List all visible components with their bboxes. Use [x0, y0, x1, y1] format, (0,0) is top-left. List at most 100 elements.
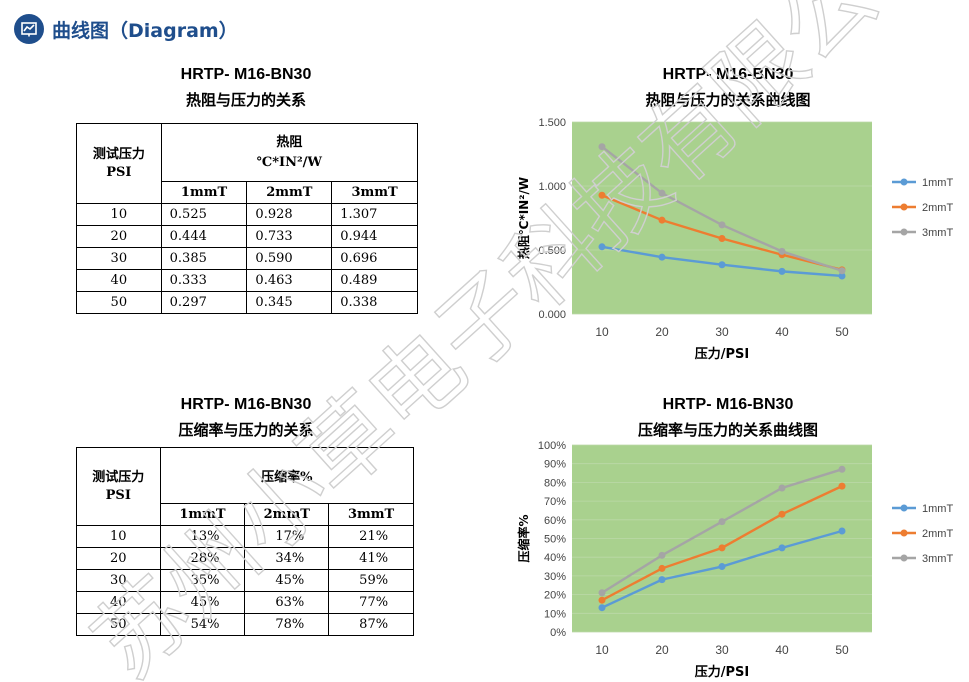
legend-label: 1mmT — [922, 177, 953, 189]
value-cell: 0.696 — [331, 247, 418, 270]
y-tick-label: 60% — [544, 515, 566, 527]
value-cell: 0.590 — [246, 247, 333, 270]
compression-rate-table: 测试压力 PSI 压缩率% 1mmT 2mmT 3mmT 10 13% 17% 21%… — [76, 447, 415, 636]
table2-subtitle: 压缩率与压力的关系 — [178, 421, 314, 439]
table-row: 50 0.297 0.345 0.338 — [76, 291, 418, 314]
value-cell: 13% — [159, 525, 246, 548]
x-axis-label: 压力/PSI — [695, 346, 749, 362]
table1-col-header: 2mmT — [246, 181, 333, 204]
y-tick-label: 90% — [544, 459, 566, 471]
y-tick-label: 0.500 — [538, 245, 566, 257]
pressure-cell: 10 — [76, 203, 162, 226]
value-cell: 54% — [159, 613, 246, 636]
y-tick-label: 70% — [544, 496, 566, 508]
table2-col-header: 3mmT — [328, 503, 414, 526]
chart2-title: HRTP- M16-BN30 — [662, 396, 794, 413]
x-tick-label: 30 — [715, 325, 729, 339]
data-point — [838, 482, 846, 490]
value-cell: 77% — [328, 591, 414, 614]
compression-rate-chart: 0% 10% 20% 30% 40% 50% 60% 70% 80% 90% 100% 10 20 30 4… — [516, 440, 953, 680]
data-point — [718, 221, 726, 229]
y-axis-label: 压缩率% — [516, 514, 531, 562]
table1-corner-header: 测试压力 PSI — [76, 123, 162, 204]
data-point — [658, 576, 666, 584]
section-title: 曲线图（Diagram） — [52, 19, 238, 42]
pressure-cell: 50 — [76, 291, 162, 314]
table2-heading: HRTP- M16-BN30 压缩率与压力的关系 — [66, 396, 426, 440]
x-tick-label: 40 — [775, 643, 789, 657]
table2-col-header: 1mmT — [159, 503, 246, 526]
data-point — [598, 589, 606, 597]
value-cell: 28% — [159, 547, 246, 570]
chart1-heading: HRTP- M16-BN30 热阻与压力的关系曲线图 — [548, 66, 908, 110]
data-point — [598, 604, 606, 612]
value-cell: 0.333 — [160, 269, 248, 292]
data-point — [658, 189, 666, 197]
table-row: 50 54% 78% 87% — [76, 613, 414, 636]
table-row: 20 0.444 0.733 0.944 — [76, 225, 418, 248]
table2-corner-header: 测试压力 PSI — [76, 447, 161, 526]
chart1-title: HRTP- M16-BN30 — [662, 66, 794, 83]
y-tick-label: 0.000 — [538, 309, 566, 321]
data-point — [658, 551, 666, 559]
table2-group-header: 压缩率% — [159, 447, 415, 504]
value-cell: 0.297 — [160, 291, 248, 314]
y-tick-label: 40% — [544, 552, 566, 564]
x-tick-label: 10 — [595, 643, 609, 657]
legend-marker — [900, 504, 908, 512]
data-point — [718, 261, 726, 269]
thermal-resistance-table: 测试压力 PSI 热阻 ℃*IN²/W 1mmT 2mmT 3mmT 10 0.5… — [76, 123, 419, 314]
table2-group-text: 压缩率% — [261, 470, 313, 485]
table1-group-header: 热阻 ℃*IN²/W — [160, 123, 419, 182]
x-tick-label: 50 — [835, 325, 849, 339]
table-row: 40 45% 63% 77% — [76, 591, 414, 614]
value-cell: 0.385 — [160, 247, 248, 270]
pressure-cell: 40 — [76, 591, 161, 614]
data-point — [778, 484, 786, 492]
pressure-cell: 10 — [76, 525, 161, 548]
data-point — [778, 544, 786, 552]
value-cell: 0.489 — [331, 269, 418, 292]
y-tick-label: 20% — [544, 590, 566, 602]
value-cell: 34% — [244, 547, 330, 570]
value-cell: 63% — [244, 591, 330, 614]
y-tick-label: 50% — [544, 534, 566, 546]
table-row: 20 28% 34% 41% — [76, 547, 414, 570]
value-cell: 0.345 — [246, 291, 333, 314]
table-row: 10 13% 17% 21% — [76, 525, 414, 548]
chart2-subtitle: 压缩率与压力的关系曲线图 — [637, 421, 818, 439]
pressure-cell: 30 — [76, 247, 162, 270]
legend-marker — [900, 554, 908, 562]
table1-title: HRTP- M16-BN30 — [180, 66, 312, 83]
table1-group-text: 热阻 ℃*IN²/W — [256, 134, 323, 170]
legend-marker — [900, 178, 908, 186]
x-axis-label: 压力/PSI — [695, 664, 749, 680]
data-point — [658, 564, 666, 572]
chart1-subtitle: 热阻与压力的关系曲线图 — [645, 91, 811, 109]
y-tick-label: 0% — [550, 627, 566, 639]
y-tick-label: 1.000 — [538, 181, 566, 193]
table1-heading: HRTP- M16-BN30 热阻与压力的关系 — [66, 66, 426, 110]
data-point — [778, 247, 786, 255]
data-point — [598, 143, 606, 151]
value-cell: 17% — [244, 525, 330, 548]
data-point — [598, 191, 606, 199]
value-cell: 0.525 — [160, 203, 248, 226]
data-point — [838, 527, 846, 535]
table1-col-header: 1mmT — [160, 181, 248, 204]
value-cell: 0.928 — [246, 203, 333, 226]
table1-col-header: 3mmT — [331, 181, 418, 204]
value-cell: 1.307 — [331, 203, 418, 226]
x-tick-label: 10 — [595, 325, 609, 339]
y-axis-label: 热阻℃*IN²/W — [516, 177, 531, 259]
legend-marker — [900, 203, 908, 211]
data-point — [838, 267, 846, 275]
pressure-cell: 50 — [76, 613, 161, 636]
pressure-cell: 30 — [76, 569, 161, 592]
plot-area — [572, 122, 872, 314]
value-cell: 78% — [244, 613, 330, 636]
data-point — [778, 510, 786, 518]
table1-subtitle: 热阻与压力的关系 — [185, 91, 306, 109]
value-cell: 0.444 — [160, 225, 248, 248]
thermal-resistance-chart: 0.000 0.500 1.000 1.500 10 20 30 40 50 压力/PSI 热阻℃*… — [516, 117, 953, 362]
